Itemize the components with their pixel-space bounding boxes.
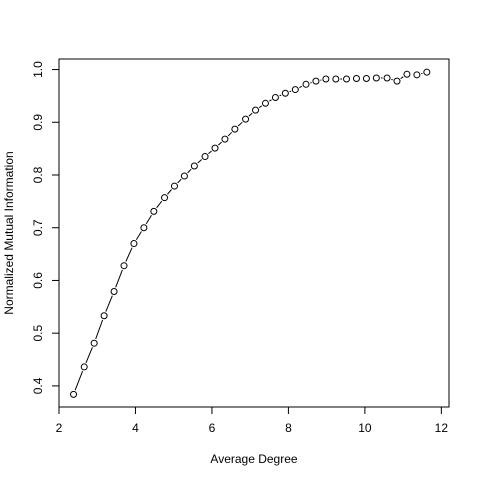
- connector-segment: [289, 90, 292, 93]
- data-point: [332, 75, 340, 83]
- connector-segment: [208, 150, 212, 155]
- data-point: [150, 207, 158, 215]
- x-axis: 2 4 6 8 10 12: [56, 406, 449, 435]
- data-point: [231, 125, 239, 133]
- x-tick-label: 12: [435, 421, 449, 435]
- connector-segment: [105, 295, 113, 312]
- connector-segment: [145, 214, 152, 225]
- data-point: [90, 339, 98, 347]
- data-point: [372, 74, 380, 82]
- points-layer: [70, 68, 431, 398]
- data-point: [261, 99, 269, 107]
- y-tick-label: 1.0: [31, 61, 45, 78]
- data-point: [281, 89, 289, 97]
- data-point: [161, 194, 169, 202]
- data-point: [221, 135, 229, 143]
- connector-segment: [115, 269, 123, 288]
- data-point: [130, 240, 138, 248]
- connector-segment: [218, 141, 222, 146]
- data-point: [180, 172, 188, 180]
- y-axis: 0.4 0.5 0.6 0.7 0.8 0.9 1.0: [31, 61, 60, 394]
- x-tick-label: 10: [358, 421, 372, 435]
- connector-segment: [227, 131, 233, 137]
- data-point: [100, 312, 108, 320]
- data-point: [383, 74, 391, 82]
- connector-segment: [177, 178, 182, 184]
- y-axis-title: Normalized Mutual Information: [2, 151, 16, 314]
- y-tick-label: 0.4: [31, 377, 45, 394]
- data-point: [140, 224, 148, 232]
- data-point: [80, 363, 88, 371]
- data-point: [343, 75, 351, 83]
- data-point: [242, 115, 250, 123]
- x-tick-label: 4: [132, 421, 139, 435]
- connector-segment: [237, 121, 243, 127]
- data-point: [302, 80, 310, 88]
- data-point: [271, 93, 279, 101]
- connector-segment: [74, 370, 84, 391]
- connector-segment: [125, 247, 133, 262]
- x-axis-title: Average Degree: [210, 452, 297, 466]
- connector-segment: [135, 231, 142, 241]
- connector-layer: [74, 72, 423, 391]
- connector-segment: [167, 189, 172, 195]
- data-point: [110, 288, 118, 296]
- data-point: [120, 262, 128, 270]
- connector-segment: [269, 99, 272, 102]
- y-tick-label: 0.6: [31, 272, 45, 289]
- data-point: [352, 75, 360, 83]
- y-tick-label: 0.8: [31, 166, 45, 183]
- x-tick-label: 2: [56, 421, 63, 435]
- connector-segment: [279, 94, 282, 97]
- connector-segment: [400, 76, 404, 80]
- x-tick-label: 8: [285, 421, 292, 435]
- data-point: [170, 182, 178, 190]
- data-point: [252, 106, 260, 114]
- connector-segment: [85, 347, 93, 363]
- data-point: [423, 68, 431, 76]
- y-tick-label: 0.9: [31, 114, 45, 131]
- data-point: [70, 390, 78, 398]
- data-point: [190, 162, 198, 170]
- connector-segment: [197, 159, 203, 164]
- data-point: [312, 77, 320, 85]
- connector-segment: [95, 319, 104, 340]
- data-point: [362, 75, 370, 83]
- data-point: [291, 86, 299, 94]
- y-tick-label: 0.7: [31, 219, 45, 236]
- data-point: [211, 144, 219, 152]
- data-point: [322, 75, 330, 83]
- connector-segment: [258, 105, 263, 109]
- connector-segment: [248, 112, 253, 117]
- data-point: [413, 71, 421, 79]
- y-tick-label: 0.5: [31, 325, 45, 342]
- data-point: [393, 77, 401, 85]
- data-point: [403, 70, 411, 78]
- connector-segment: [187, 168, 192, 174]
- connector-segment: [299, 85, 303, 89]
- connector-segment: [156, 200, 163, 209]
- data-point: [201, 153, 209, 161]
- x-tick-label: 6: [209, 421, 216, 435]
